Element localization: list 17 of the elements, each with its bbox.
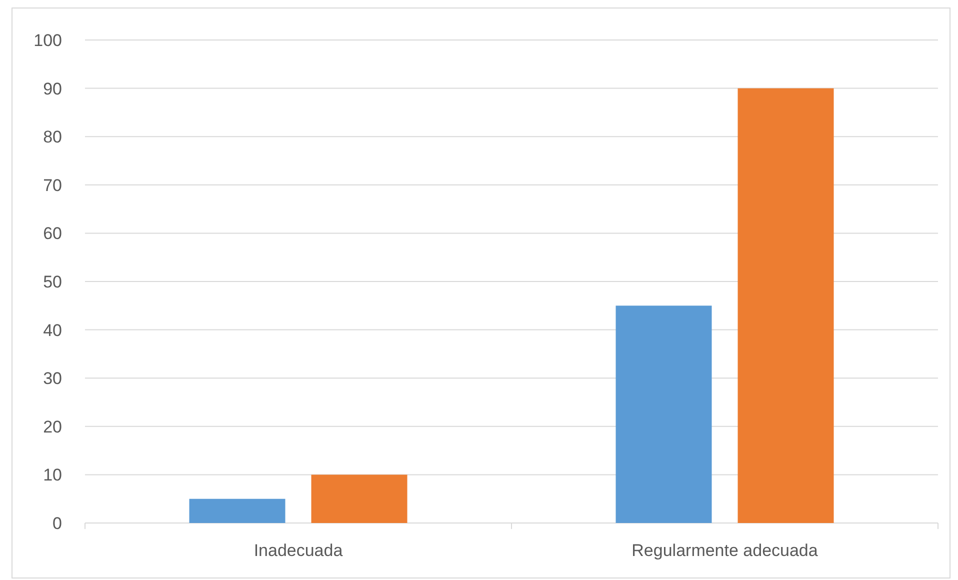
y-tick-label: 40 <box>43 320 62 340</box>
y-tick-label: 30 <box>43 369 62 388</box>
bar <box>189 498 286 523</box>
bar <box>311 474 408 523</box>
y-tick-label: 60 <box>43 224 62 244</box>
x-tick-label: Regularmente adecuada <box>632 541 818 560</box>
y-tick-label: 70 <box>43 176 62 195</box>
y-tick-label: 50 <box>43 272 62 292</box>
bar <box>616 306 712 523</box>
y-tick-label: 10 <box>43 466 62 485</box>
y-tick-label: 90 <box>43 79 62 98</box>
y-tick-label: 100 <box>34 30 62 50</box>
y-tick-label: 20 <box>43 417 62 436</box>
y-tick-label: 80 <box>43 128 62 147</box>
bar <box>738 88 834 523</box>
x-tick-label: Inadecuada <box>254 541 344 560</box>
y-tick-label: 0 <box>52 514 62 533</box>
